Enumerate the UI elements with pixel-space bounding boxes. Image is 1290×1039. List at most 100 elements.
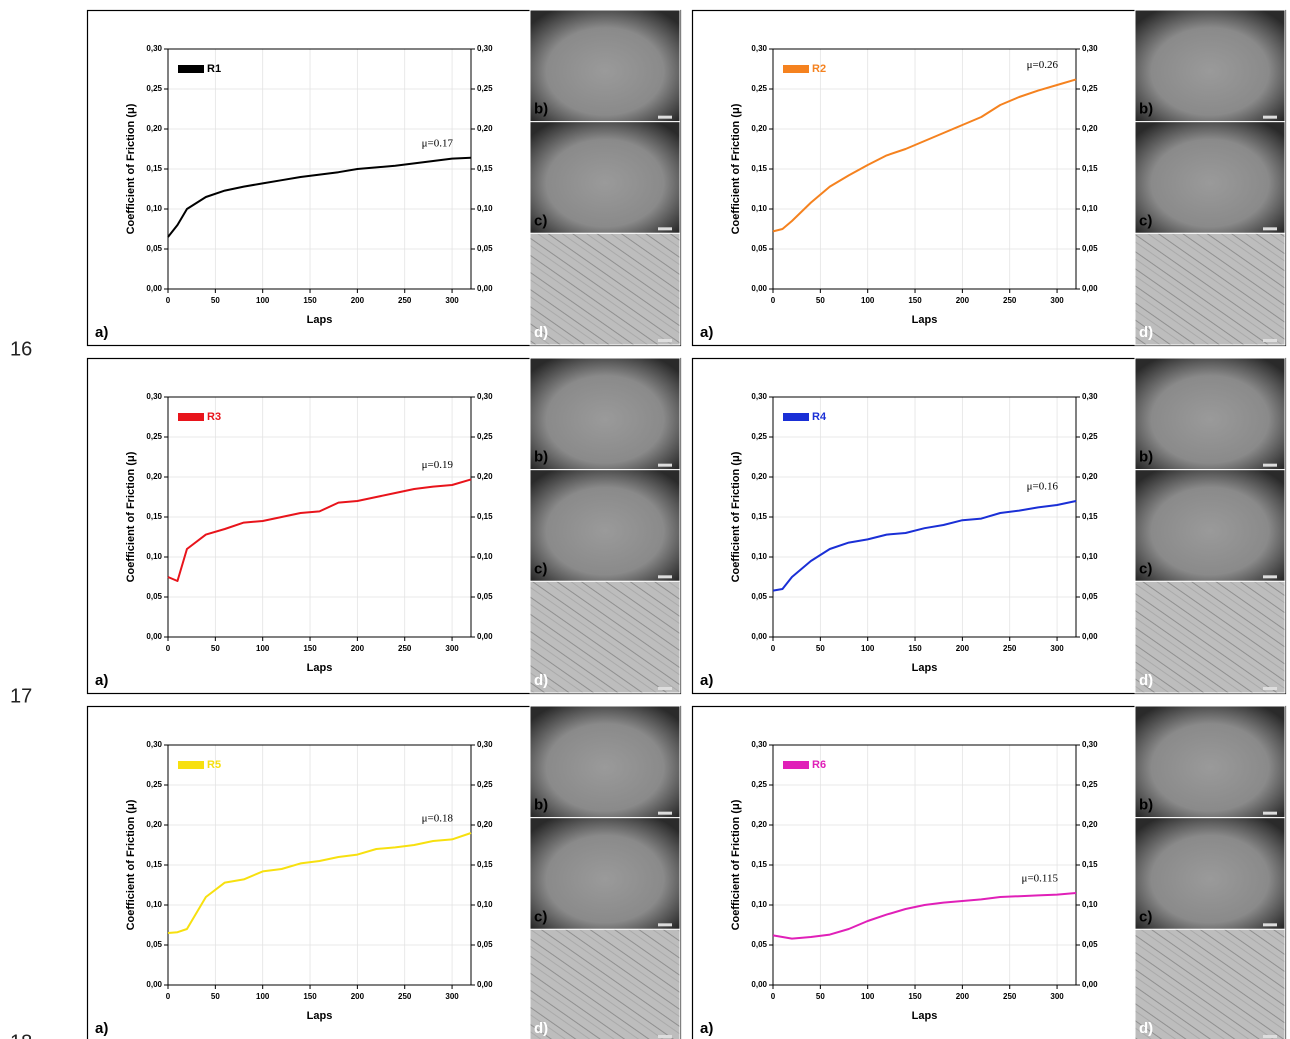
panel-label: a): [95, 324, 108, 341]
scale-bar: [658, 227, 672, 231]
y-axis-label: Coefficient of Friction (μ): [125, 103, 137, 234]
annotation: μ=0.19: [422, 459, 454, 471]
y2-tick-label: 0,10: [1082, 900, 1098, 909]
x-tick-label: 300: [445, 992, 459, 1001]
legend-swatch: [783, 413, 809, 421]
chart-panel: 0,00 0,05 0,10 0,15 0,20 0,25 0,30 0,00 0,05 0,10…: [86, 357, 682, 695]
y2-tick-label: 0,25: [477, 84, 493, 93]
plot-frame: [772, 744, 1077, 986]
x-tick-label: 100: [861, 644, 875, 653]
panel-label: a): [700, 1020, 713, 1037]
x-tick-label: 150: [908, 296, 922, 305]
x-axis-label: Laps: [912, 1010, 938, 1022]
y-tick-label: 0,30: [751, 44, 767, 53]
panel-label: b): [1139, 449, 1153, 466]
x-tick-label: 250: [398, 644, 412, 653]
y2-tick-label: 0,00: [1082, 284, 1098, 293]
y2-tick-label: 0,30: [1082, 740, 1098, 749]
y-tick-label: 0,05: [146, 940, 162, 949]
y-tick-label: 0,30: [751, 392, 767, 401]
x-tick-label: 300: [445, 296, 459, 305]
y-tick-label: 0,25: [146, 780, 162, 789]
micrograph: [1134, 9, 1286, 123]
x-tick-label: 200: [351, 644, 365, 653]
x-axis-label: Laps: [307, 1010, 333, 1022]
chart-panel: 0,00 0,05 0,10 0,15 0,20 0,25 0,30 0,00 0,05 0,10…: [691, 9, 1287, 347]
y-tick-label: 0,10: [751, 900, 767, 909]
panel-label: c): [1139, 560, 1152, 577]
scale-bar: [658, 923, 672, 927]
y-tick-label: 0,00: [146, 284, 162, 293]
y2-tick-label: 0,25: [477, 780, 493, 789]
micrograph: [1134, 580, 1286, 694]
plot-frame: [772, 48, 1077, 290]
micrograph: [1134, 232, 1286, 346]
y-tick-label: 0,30: [146, 392, 162, 401]
x-tick-label: 150: [908, 992, 922, 1001]
panel-label: b): [1139, 101, 1153, 118]
x-tick-label: 100: [256, 992, 270, 1001]
legend-swatch: [783, 65, 809, 73]
x-tick-label: 50: [816, 296, 825, 305]
series-line: [167, 478, 472, 582]
line-number: 16: [10, 338, 32, 360]
scale-bar: [658, 687, 672, 690]
panel-label: c): [1139, 908, 1152, 925]
y-tick-label: 0,15: [751, 860, 767, 869]
y2-tick-label: 0,05: [477, 940, 493, 949]
line-number: 17: [10, 685, 32, 707]
y-axis-label: Coefficient of Friction (μ): [730, 103, 742, 234]
y-tick-label: 0,20: [751, 124, 767, 133]
y-tick-label: 0,30: [751, 740, 767, 749]
y-tick-label: 0,00: [146, 632, 162, 641]
y-tick-label: 0,25: [146, 432, 162, 441]
legend-swatch: [783, 761, 809, 769]
x-tick-label: 0: [166, 992, 171, 1001]
x-tick-label: 50: [211, 296, 220, 305]
plot-frame: [167, 396, 472, 638]
scale-bar: [658, 575, 672, 579]
panel-label: a): [700, 672, 713, 689]
legend-label: R4: [812, 411, 827, 423]
micrograph: [1134, 928, 1286, 1039]
y2-tick-label: 0,25: [1082, 780, 1098, 789]
x-tick-label: 150: [908, 644, 922, 653]
annotation: μ=0.18: [422, 813, 454, 825]
plot-frame: [772, 396, 1077, 638]
y2-tick-label: 0,10: [1082, 552, 1098, 561]
x-tick-label: 50: [816, 992, 825, 1001]
x-tick-label: 250: [398, 992, 412, 1001]
panel-label: a): [95, 672, 108, 689]
legend-label: R3: [207, 411, 221, 423]
x-tick-label: 0: [771, 296, 776, 305]
x-tick-label: 300: [1050, 644, 1064, 653]
x-tick-label: 0: [771, 644, 776, 653]
y2-tick-label: 0,00: [1082, 632, 1098, 641]
y2-tick-label: 0,05: [1082, 592, 1098, 601]
x-tick-label: 100: [256, 296, 270, 305]
scale-bar: [658, 115, 672, 119]
panel-label: d): [534, 672, 548, 689]
y-tick-label: 0,10: [146, 552, 162, 561]
panel-label: a): [700, 324, 713, 341]
micrograph: [529, 357, 681, 471]
series-line: [772, 500, 1077, 592]
y-tick-label: 0,00: [146, 980, 162, 989]
y-tick-label: 0,25: [146, 84, 162, 93]
x-tick-label: 50: [211, 644, 220, 653]
panel-label: c): [534, 212, 547, 229]
y2-tick-label: 0,30: [1082, 44, 1098, 53]
series-line: [772, 892, 1077, 940]
y-axis-label: Coefficient of Friction (μ): [730, 799, 742, 930]
micrograph: [1134, 469, 1286, 582]
scale-bar: [1263, 227, 1277, 231]
y2-tick-label: 0,20: [477, 124, 493, 133]
y2-tick-label: 0,10: [477, 204, 493, 213]
chart-panel: 0,00 0,05 0,10 0,15 0,20 0,25 0,30 0,00 0,05 0,10…: [691, 357, 1287, 695]
annotation: μ=0.17: [422, 137, 454, 149]
x-tick-label: 150: [303, 992, 317, 1001]
panel-label: a): [95, 1020, 108, 1037]
x-tick-label: 300: [445, 644, 459, 653]
x-tick-label: 100: [861, 992, 875, 1001]
